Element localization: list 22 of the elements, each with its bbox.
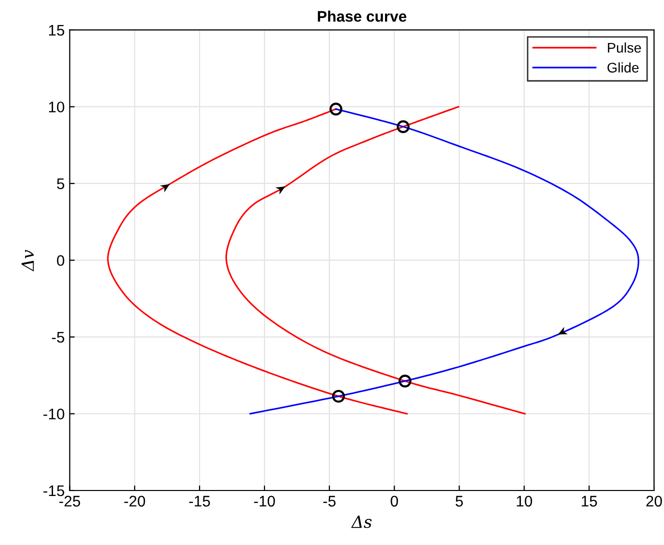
x-axis-title: Δs (351, 516, 372, 528)
x-tick-label: 5 (456, 496, 463, 507)
y-tick-label: -15 (43, 486, 64, 496)
y-tick-label: 0 (56, 255, 64, 266)
x-tick-label: 0 (390, 496, 398, 507)
x-tick-label: -20 (124, 496, 146, 507)
y-tick-label: -5 (52, 332, 64, 343)
x-tick-label: -25 (59, 496, 80, 507)
chart-title: Phase curve (318, 10, 406, 22)
y-tick-label: 15 (49, 25, 64, 36)
legend-label: Glide (607, 62, 639, 73)
legend-label: Pulse (608, 42, 641, 53)
y-tick-label: 5 (56, 178, 64, 190)
x-tick-label: -15 (189, 496, 210, 507)
y-tick-label: -10 (43, 408, 64, 420)
y-tick-label: 10 (49, 102, 64, 112)
x-tick-label: 15 (582, 496, 597, 507)
x-tick-label: -10 (254, 496, 275, 507)
x-tick-label: 20 (646, 496, 662, 507)
x-tick-label: -5 (323, 496, 336, 507)
x-tick-label: 10 (516, 496, 532, 507)
y-axis-title: Δv (22, 250, 34, 272)
